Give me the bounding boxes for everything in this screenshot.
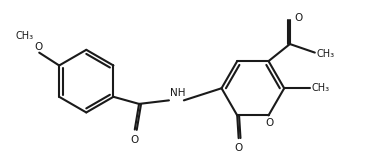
Text: CH₃: CH₃	[311, 83, 329, 93]
Text: O: O	[34, 42, 43, 52]
Text: O: O	[265, 118, 273, 128]
Text: O: O	[294, 13, 302, 23]
Text: CH₃: CH₃	[316, 49, 335, 59]
Text: NH: NH	[170, 88, 185, 97]
Text: O: O	[130, 134, 138, 145]
Text: CH₃: CH₃	[15, 31, 33, 41]
Text: O: O	[235, 143, 243, 153]
